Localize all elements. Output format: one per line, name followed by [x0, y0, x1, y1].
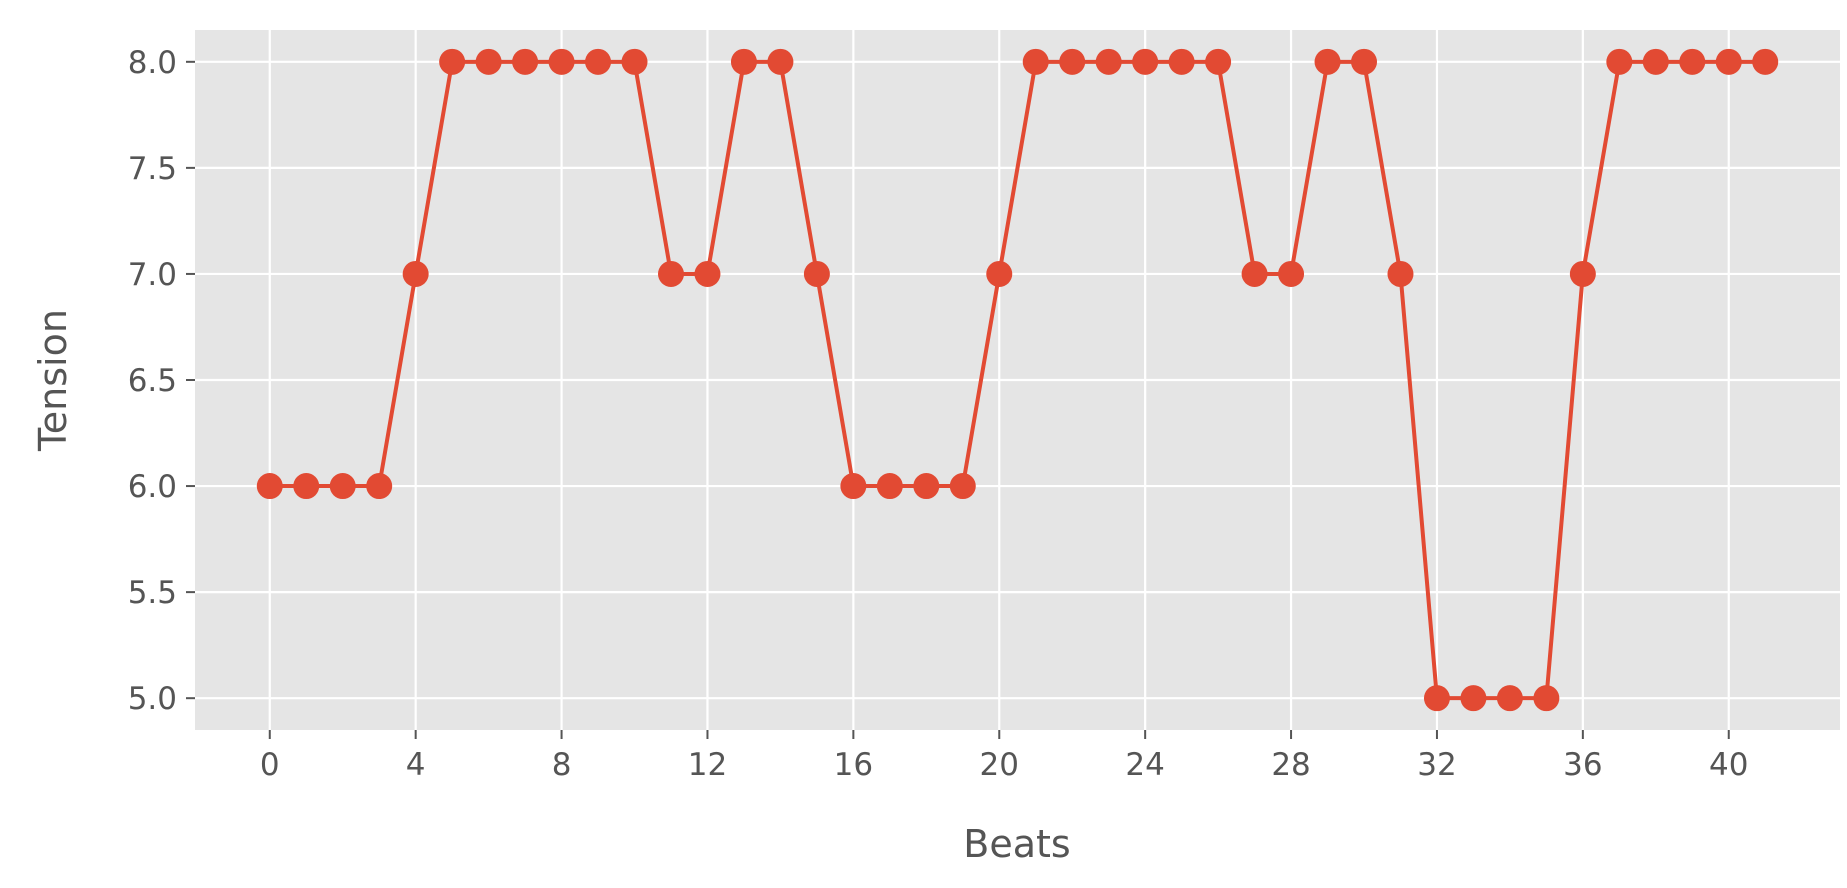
- data-point: [913, 473, 940, 500]
- data-point: [1569, 260, 1596, 287]
- data-point: [657, 260, 684, 287]
- data-point: [767, 48, 794, 75]
- data-point: [1351, 48, 1378, 75]
- data-point: [1387, 260, 1414, 287]
- data-point: [621, 48, 648, 75]
- data-point: [1022, 48, 1049, 75]
- axis-ticks: 0 4 8 12 16 20 24 28 32 36 40 5.0 5.5 6.0 6.5 7.0 7.5 8.0: [128, 45, 1749, 783]
- data-point: [949, 473, 976, 500]
- data-point: [1168, 48, 1195, 75]
- data-point: [329, 473, 356, 500]
- data-point: [1095, 48, 1122, 75]
- data-point: [1132, 48, 1159, 75]
- data-point: [730, 48, 757, 75]
- y-tick-label: 6.0: [128, 469, 177, 505]
- data-point: [1606, 48, 1633, 75]
- x-tick-label: 36: [1563, 747, 1602, 783]
- grid-lines: [195, 30, 1840, 730]
- y-tick-label: 8.0: [128, 45, 177, 81]
- data-point: [293, 473, 320, 500]
- x-tick-label: 4: [406, 747, 426, 783]
- data-point: [1679, 48, 1706, 75]
- data-point: [1460, 685, 1487, 712]
- series-layer: [256, 48, 1779, 712]
- data-point: [1059, 48, 1086, 75]
- y-tick-label: 7.5: [128, 151, 177, 187]
- y-tick-label: 6.5: [128, 363, 177, 399]
- data-point: [402, 260, 429, 287]
- data-point: [475, 48, 502, 75]
- y-tick-label: 5.0: [128, 681, 177, 717]
- data-point: [1423, 685, 1450, 712]
- data-point: [1642, 48, 1669, 75]
- x-tick-label: 0: [260, 747, 280, 783]
- data-point: [366, 473, 393, 500]
- y-tick-label: 5.5: [128, 575, 177, 611]
- data-point: [694, 260, 721, 287]
- data-point: [1241, 260, 1268, 287]
- data-point: [1314, 48, 1341, 75]
- data-point: [439, 48, 466, 75]
- data-point: [876, 473, 903, 500]
- data-point: [1533, 685, 1560, 712]
- x-axis-label: Beats: [963, 822, 1070, 866]
- x-tick-label: 24: [1125, 747, 1164, 783]
- data-point: [256, 473, 283, 500]
- x-tick-label: 40: [1709, 747, 1748, 783]
- data-point: [803, 260, 830, 287]
- data-point: [840, 473, 867, 500]
- data-point: [512, 48, 539, 75]
- x-tick-label: 32: [1417, 747, 1456, 783]
- data-point: [1496, 685, 1523, 712]
- data-point: [1715, 48, 1742, 75]
- y-tick-label: 7.0: [128, 257, 177, 293]
- y-axis-label: Tension: [31, 309, 75, 452]
- x-tick-label: 28: [1271, 747, 1310, 783]
- data-point: [986, 260, 1013, 287]
- x-tick-label: 16: [834, 747, 873, 783]
- x-tick-label: 20: [980, 747, 1019, 783]
- data-point: [585, 48, 612, 75]
- data-point: [1278, 260, 1305, 287]
- x-tick-label: 8: [552, 747, 572, 783]
- x-tick-label: 12: [688, 747, 727, 783]
- data-point: [1752, 48, 1779, 75]
- data-point: [1205, 48, 1232, 75]
- data-point: [548, 48, 575, 75]
